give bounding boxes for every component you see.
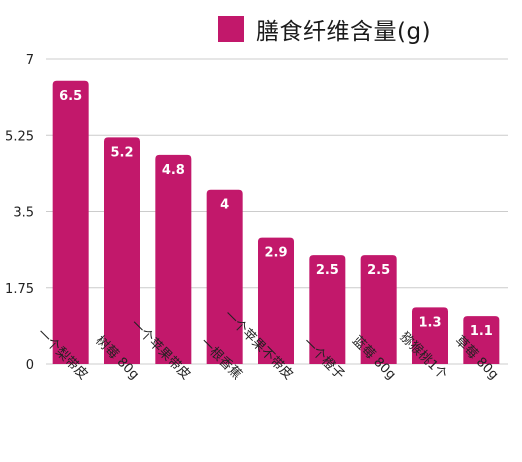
legend-label: 膳食纤维含量(g) [256,19,432,45]
y-tick-label: 3.5 [13,206,34,221]
y-tick-label: 5.25 [5,129,34,144]
y-tick-label: 0 [26,358,34,373]
bar [155,154,192,364]
bar-value-label: 2.5 [367,263,390,278]
bar [52,80,89,365]
y-tick-label: 1.75 [5,282,34,297]
bar-value-label: 1.1 [470,324,493,339]
bar [104,137,140,364]
legend: 膳食纤维含量(g) [218,12,431,46]
bar-value-label: 2.9 [264,246,287,261]
bar-value-label: 1.3 [418,315,441,330]
bar-value-label: 5.2 [110,145,133,160]
bar [463,316,500,364]
bar [258,237,294,364]
bar-value-label: 4 [220,198,229,213]
bar [412,307,448,364]
bar [360,255,397,364]
y-tick-label: 7 [26,53,34,68]
bar-value-label: 2.5 [316,263,339,278]
bar-value-label: 6.5 [59,89,82,104]
legend-swatch [218,16,244,42]
bar [206,189,243,364]
bar [309,255,346,364]
bar-value-label: 4.8 [162,163,185,178]
